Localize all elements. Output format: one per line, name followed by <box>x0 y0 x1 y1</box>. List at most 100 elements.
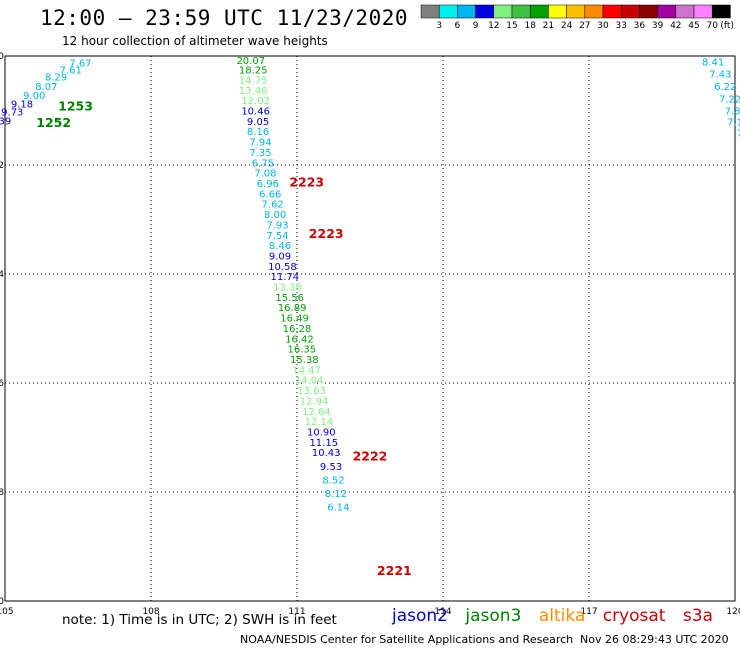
wave-height-label: 11.15 <box>309 438 338 449</box>
wave-height-label: 6.96 <box>257 179 279 190</box>
track-number-label: 2222 <box>353 449 388 464</box>
wave-height-label: 7.08 <box>254 169 276 180</box>
colorbar-label: 18 <box>524 21 536 31</box>
satellite-legend: jason2 jason3 altika cryosat s3a <box>392 606 725 626</box>
wave-height-label: 12.64 <box>302 407 331 418</box>
colorbar-swatch <box>511 4 531 19</box>
wave-height-label: 8.41 <box>702 57 724 68</box>
wave-height-label: 10.46 <box>241 107 270 118</box>
wave-height-label: 10.90 <box>307 428 336 439</box>
colorbar-label: 3 <box>436 21 442 31</box>
colorbar-unit: (ft) <box>720 21 734 31</box>
wave-height-label: 7.62 <box>262 200 284 211</box>
wave-height-label: 7.67 <box>69 59 91 70</box>
wave-height-label: 16.28 <box>283 324 312 335</box>
wave-height-label: 7.8 <box>725 107 740 118</box>
x-tick-label: 105 <box>0 607 14 617</box>
colorbar-swatch <box>475 4 495 19</box>
colorbar-swatch <box>529 4 549 19</box>
colorbar-label: 21 <box>543 21 554 31</box>
wave-height-label: 8.07 <box>35 82 57 93</box>
colorbar-swatch <box>584 4 604 19</box>
colorbar-label: 6 <box>455 21 461 31</box>
colorbar-swatch <box>493 4 513 19</box>
wave-height-label: 8.52 <box>322 475 344 486</box>
y-tick-label: -54 <box>0 270 4 280</box>
wave-height-label: 7 <box>737 128 740 139</box>
colorbar-label: 36 <box>634 21 646 31</box>
wave-height-label: 13.38 <box>273 283 302 294</box>
track-number-label: 2221 <box>377 563 412 578</box>
colorbar-swatch <box>675 4 695 19</box>
colorbar-swatch <box>438 4 458 19</box>
wave-height-label: 10.43 <box>312 448 341 459</box>
track-number-label: 2223 <box>309 226 344 241</box>
wave-height-label: 10.58 <box>268 262 297 273</box>
footer-timestamp: Nov 26 08:29:43 UTC 2020 <box>580 633 729 646</box>
wave-height-label: 9.05 <box>247 117 269 128</box>
wave-height-label: 6.66 <box>259 189 281 200</box>
wave-height-label: 8.16 <box>247 127 269 138</box>
colorbar-label: 42 <box>670 21 681 31</box>
wave-height-label: 14.04 <box>295 376 324 387</box>
wave-height-label: 6.14 <box>327 503 349 514</box>
colorbar-swatch <box>602 4 622 19</box>
colorbar-label: 24 <box>561 21 573 31</box>
colorbar-label: 27 <box>579 21 590 31</box>
legend-s3a: s3a <box>682 606 713 626</box>
y-tick-label: -52 <box>0 161 4 171</box>
wave-height-label: 9.39 <box>0 116 11 127</box>
colorbar-label: 33 <box>615 21 626 31</box>
colorbar-swatch <box>693 4 713 19</box>
colorbar-label: 39 <box>652 21 664 31</box>
colorbar-swatch <box>711 4 731 19</box>
wave-height-label: 9.18 <box>11 99 33 110</box>
wave-height-label: 6.22 <box>714 82 736 93</box>
footer-note: note: 1) Time is in UTC; 2) SWH is in fe… <box>62 612 337 628</box>
colorbar-label: 70 <box>706 21 718 31</box>
wave-height-label: 7.93 <box>266 220 288 231</box>
colorbar-swatch <box>420 4 440 19</box>
track-number-label: 1253 <box>58 99 93 114</box>
y-tick-label: -56 <box>0 379 4 389</box>
track-number-label: 2223 <box>289 174 324 189</box>
wave-height-label: 9.00 <box>23 91 45 102</box>
wave-height-label: 13.63 <box>297 386 326 397</box>
colorbar-swatch <box>620 4 640 19</box>
plot-frame <box>4 55 736 602</box>
colorbar-label: 30 <box>597 21 609 31</box>
colorbar-swatch <box>639 4 658 19</box>
colorbar-label: 45 <box>688 21 699 31</box>
x-tick-label: 108 <box>142 607 159 617</box>
wave-height-label: 18.25 <box>239 66 268 77</box>
y-tick-label: -58 <box>0 488 4 498</box>
colorbar-swatch <box>657 4 677 19</box>
wave-height-label: 8.00 <box>264 210 286 221</box>
x-tick-label: 120 <box>726 607 740 617</box>
wave-height-label: 6.75 <box>252 158 274 169</box>
y-tick-label: -50 <box>0 52 4 62</box>
wave-height-label: 7.22 <box>719 95 740 106</box>
wave-height-label: 16.42 <box>285 334 314 345</box>
wave-height-label: 16.35 <box>288 345 317 356</box>
legend-jason3: jason3 <box>465 606 522 626</box>
legend-jason2: jason2 <box>392 606 448 626</box>
wave-height-label: 12.14 <box>305 417 334 428</box>
footer-credit: NOAA/NESDIS Center for Satellite Applica… <box>240 633 574 646</box>
wave-height-label: 7.94 <box>249 138 271 149</box>
wave-height-label: 13.46 <box>239 86 268 97</box>
colorbar-label: 12 <box>488 21 499 31</box>
colorbar-swatch <box>457 4 476 19</box>
wave-height-label: 7.61 <box>60 66 82 77</box>
wave-height-label: 7.1 <box>727 117 740 128</box>
wave-height-label: 11.74 <box>271 272 300 283</box>
wave-height-label: 7.54 <box>266 231 288 242</box>
chart-subtitle: 12 hour collection of altimeter wave hei… <box>62 34 328 48</box>
wave-height-label: 12.94 <box>300 396 329 407</box>
legend-cryosat: cryosat <box>602 606 666 626</box>
wave-height-label: 7.35 <box>249 148 271 159</box>
x-tick-label: 111 <box>288 607 305 617</box>
wave-height-label: 9.53 <box>320 462 342 473</box>
wave-height-label: 8.46 <box>269 241 291 252</box>
